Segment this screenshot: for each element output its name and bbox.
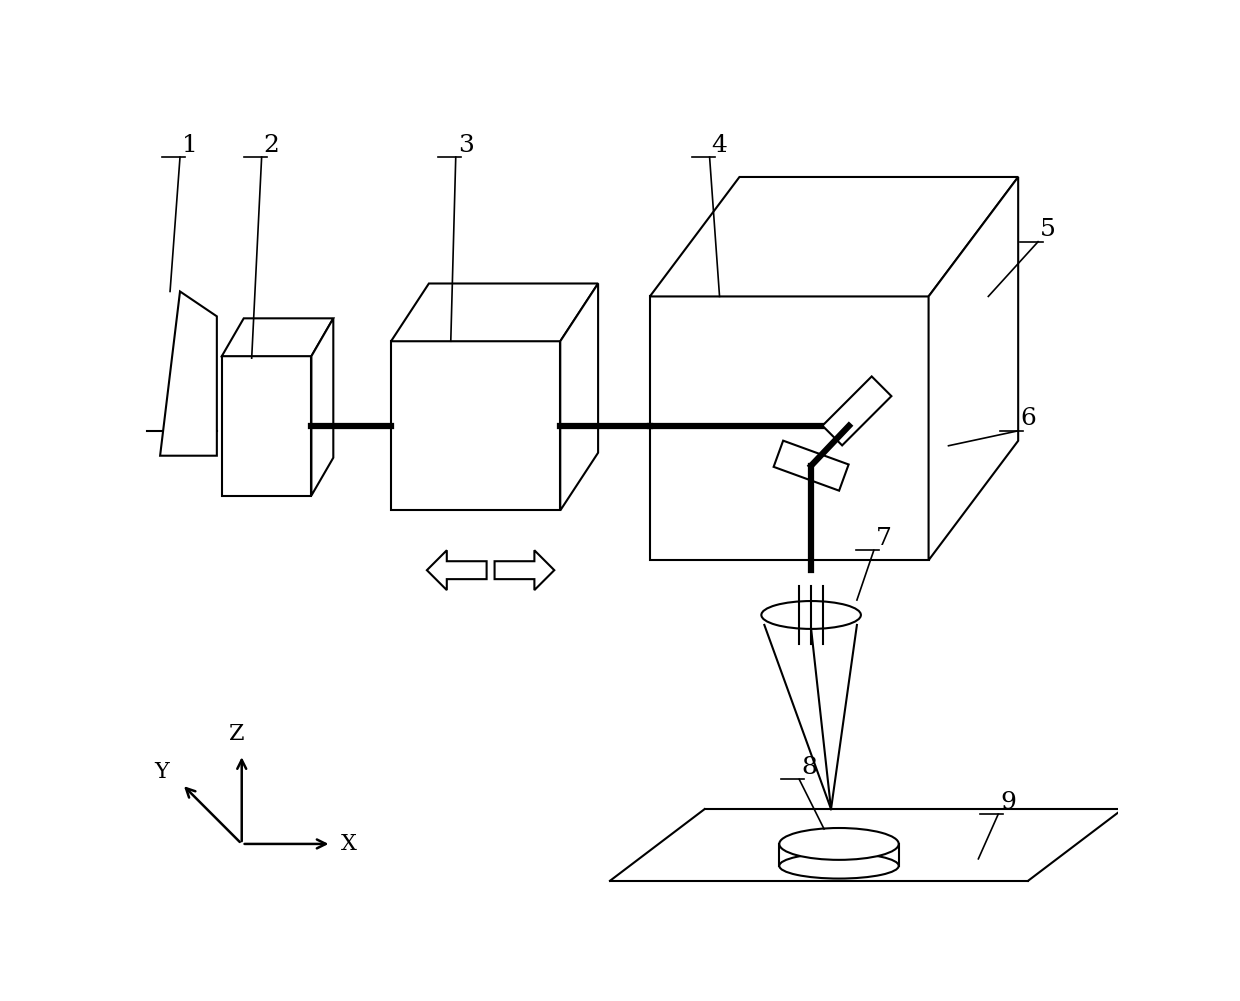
FancyArrow shape [427, 551, 486, 591]
Text: 3: 3 [458, 133, 474, 156]
Text: Y: Y [155, 761, 170, 783]
Text: 8: 8 [801, 756, 817, 779]
Polygon shape [822, 376, 892, 445]
Text: 4: 4 [712, 133, 728, 156]
Text: 5: 5 [1040, 218, 1056, 241]
Polygon shape [391, 283, 598, 341]
Text: 6: 6 [1021, 407, 1037, 430]
Text: X: X [341, 833, 357, 855]
Polygon shape [160, 291, 217, 455]
Polygon shape [311, 318, 334, 495]
Polygon shape [774, 440, 848, 490]
Text: 7: 7 [875, 527, 892, 550]
Polygon shape [929, 177, 1018, 561]
Ellipse shape [761, 601, 861, 629]
Ellipse shape [779, 853, 899, 879]
Polygon shape [222, 318, 334, 356]
Polygon shape [650, 296, 929, 561]
Polygon shape [560, 283, 598, 511]
Polygon shape [650, 177, 1018, 296]
FancyArrow shape [495, 551, 554, 591]
Polygon shape [391, 341, 560, 511]
Polygon shape [222, 356, 311, 495]
Ellipse shape [779, 828, 899, 860]
Text: 9: 9 [1001, 791, 1016, 814]
Text: 2: 2 [264, 133, 279, 156]
Text: Z: Z [229, 724, 244, 746]
Text: 1: 1 [182, 133, 198, 156]
